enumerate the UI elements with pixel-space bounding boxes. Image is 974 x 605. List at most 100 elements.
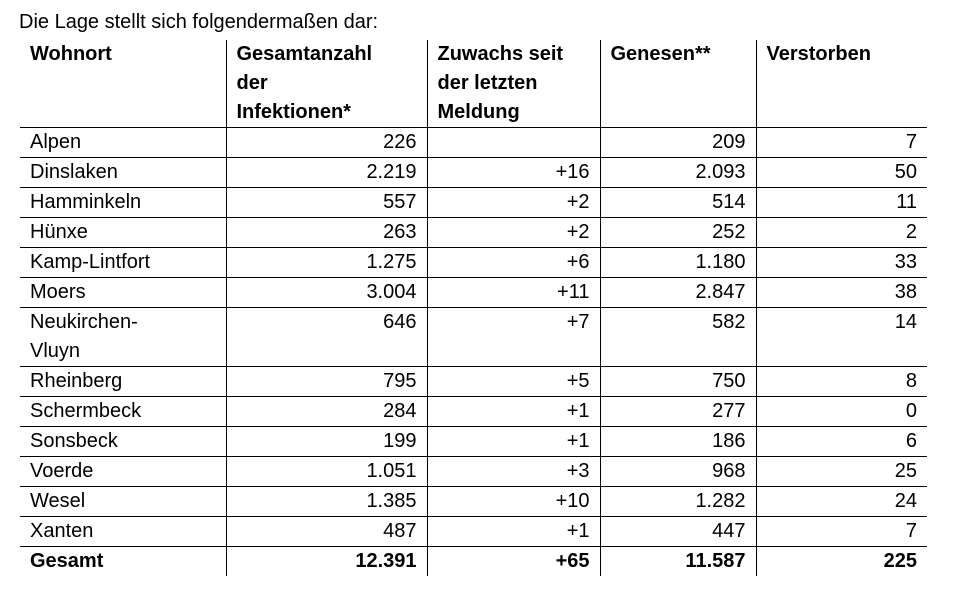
number-cell: 50 (755, 157, 927, 188)
cell-line: Infektionen* (236, 101, 351, 123)
number-cell: 750 (599, 366, 756, 397)
place-cell: Moers (20, 277, 226, 308)
number-cell: 7 (755, 127, 927, 158)
number-cell: 186 (599, 426, 756, 457)
place-cell: Rheinberg (20, 366, 226, 397)
table-body: Wohnort Gesamtanzahl der Infektionen* Zuwach… (20, 40, 927, 576)
number-cell: +16 (426, 157, 600, 188)
number-cell: 12.391 (225, 546, 427, 576)
place-cell: Kamp-Lintfort (20, 247, 226, 278)
number-cell: 1.051 (225, 456, 427, 487)
number-cell: 25 (755, 456, 927, 487)
total-row: Gesamt 12.391 +65 11.587 225 (20, 546, 927, 576)
number-cell: 33 (755, 247, 927, 278)
place-cell: Gesamt (30, 550, 104, 572)
number-cell: +10 (426, 486, 600, 517)
number-cell (426, 127, 600, 158)
number-cell: +1 (426, 396, 600, 427)
number-cell: 582 (599, 307, 756, 367)
place-cell: Wohnort (20, 40, 226, 128)
number-cell: 284 (225, 396, 427, 427)
number-cell: 24 (755, 486, 927, 517)
place-cell: Schermbeck (20, 396, 226, 427)
header-row: Wohnort Gesamtanzahl der Infektionen* Zuwach… (20, 40, 927, 128)
table-row: Neukirchen- Vluyn 646 +7 582 14 (20, 307, 927, 367)
intro-text: Die Lage stellt sich folgendermaßen dar: (19, 11, 379, 33)
number-cell: 795 (225, 366, 427, 397)
place-cell: Alpen (20, 127, 226, 158)
number-cell: 2.219 (225, 157, 427, 188)
table-row: Hamminkeln 557 +2 514 11 (20, 187, 927, 218)
cell-line: Zuwachs seit (437, 43, 564, 65)
place-cell: Voerde (20, 456, 226, 487)
table-row: Voerde 1.051 +3 968 25 (20, 456, 927, 487)
data-table: Wohnort Gesamtanzahl der Infektionen* Zuwach… (20, 40, 927, 576)
number-cell: 252 (599, 217, 756, 248)
number-cell: 2 (755, 217, 927, 248)
table-row: Hünxe 263 +2 252 2 (20, 217, 927, 248)
cell-line: Gesamtanzahl (236, 43, 373, 65)
number-cell: +3 (426, 456, 600, 487)
number-cell: 11.587 (599, 546, 756, 576)
cell-line: Wohnort (30, 43, 112, 65)
number-cell: 968 (599, 456, 756, 487)
number-cell: 38 (755, 277, 927, 308)
cell-line: Vluyn (30, 340, 81, 362)
table-row: Schermbeck 284 +1 277 0 (20, 396, 927, 427)
place-cell: Hünxe (20, 217, 226, 248)
number-cell: +7 (426, 307, 600, 367)
place-cell: Sonsbeck (20, 426, 226, 457)
place-cell: Xanten (20, 516, 226, 547)
table-row: Moers 3.004 +11 2.847 38 (20, 277, 927, 308)
number-cell: 11 (755, 187, 927, 218)
cell-line: Neukirchen- (30, 311, 138, 333)
number-cell: 447 (599, 516, 756, 547)
number-cell: 1.385 (225, 486, 427, 517)
cell-line: der letzten (437, 72, 538, 94)
number-cell: 2.093 (599, 157, 756, 188)
table-row: Sonsbeck 199 +1 186 6 (20, 426, 927, 457)
number-cell: +65 (426, 546, 600, 576)
number-cell: 209 (599, 127, 756, 158)
number-cell: 487 (225, 516, 427, 547)
number-cell: 199 (225, 426, 427, 457)
number-cell: +11 (426, 277, 600, 308)
table-row: Alpen 226 209 7 (20, 127, 927, 158)
number-cell: 8 (755, 366, 927, 397)
number-cell: +2 (426, 217, 600, 248)
table-row: Dinslaken 2.219 +16 2.093 50 (20, 157, 927, 188)
number-cell: 3.004 (225, 277, 427, 308)
number-cell: +1 (426, 426, 600, 457)
place-cell: Hamminkeln (20, 187, 226, 218)
number-cell: Genesen** (599, 40, 756, 128)
number-cell: Zuwachs seit der letzten Meldung (426, 40, 600, 128)
place-cell: Dinslaken (20, 157, 226, 188)
number-cell: +2 (426, 187, 600, 218)
number-cell: 2.847 (599, 277, 756, 308)
cell-line: Meldung (437, 101, 520, 123)
place-cell: Wesel (20, 486, 226, 517)
table-row: Wesel 1.385 +10 1.282 24 (20, 486, 927, 517)
number-cell: 1.282 (599, 486, 756, 517)
number-cell: 225 (755, 546, 927, 576)
table-row: Kamp-Lintfort 1.275 +6 1.180 33 (20, 247, 927, 278)
number-cell: 263 (225, 217, 427, 248)
number-cell: +5 (426, 366, 600, 397)
cell-line: der (236, 72, 268, 94)
number-cell: 646 (225, 307, 427, 367)
number-cell: 514 (599, 187, 756, 218)
number-cell: 6 (755, 426, 927, 457)
number-cell: 1.180 (599, 247, 756, 278)
number-cell: Gesamtanzahl der Infektionen* (225, 40, 427, 128)
place-cell: Neukirchen- Vluyn (20, 307, 226, 367)
number-cell: 226 (225, 127, 427, 158)
number-cell: 0 (755, 396, 927, 427)
number-cell: Verstorben (755, 40, 927, 128)
number-cell: +1 (426, 516, 600, 547)
number-cell: 7 (755, 516, 927, 547)
table-row: Xanten 487 +1 447 7 (20, 516, 927, 547)
number-cell: 277 (599, 396, 756, 427)
table-row: Rheinberg 795 +5 750 8 (20, 366, 927, 397)
number-cell: 557 (225, 187, 427, 218)
